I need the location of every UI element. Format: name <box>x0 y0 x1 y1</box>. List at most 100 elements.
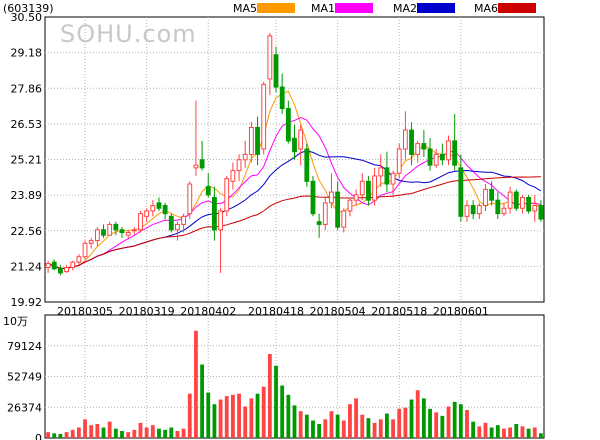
volume-bar <box>372 422 377 438</box>
candle-body-down <box>335 191 341 228</box>
volume-bar <box>514 424 519 438</box>
candle-body-down <box>304 148 310 182</box>
candle-body-down <box>452 140 458 166</box>
candle-body-up <box>267 35 273 80</box>
volume-bar <box>132 429 137 438</box>
volume-bar <box>274 365 278 438</box>
volume-tick-label: 0 <box>35 432 42 440</box>
candle-body-up <box>347 199 353 212</box>
candle-body-up <box>76 256 82 263</box>
candle-body-up <box>150 205 156 212</box>
candle-body-down <box>439 153 445 161</box>
date-tick-label: 20180518 <box>371 305 427 318</box>
volume-bar <box>286 394 291 438</box>
volume-bar <box>58 433 63 438</box>
candle-body-up <box>520 196 525 209</box>
volume-bar <box>483 422 488 438</box>
chart-frame <box>44 16 545 439</box>
candle-body-up <box>433 153 439 166</box>
candle-body-down <box>51 261 57 270</box>
candle-body-up <box>507 191 513 209</box>
volume-bar <box>126 432 131 438</box>
candle-body-up <box>476 205 482 215</box>
volume-bar <box>335 414 340 438</box>
volume-bar <box>107 421 112 438</box>
volume-bar <box>323 419 328 438</box>
volume-axis-ticks: 79124 52749 26374 0 <box>7 340 42 440</box>
date-tick-label: 20180402 <box>180 305 236 318</box>
price-tick-label: 22.56 <box>11 225 43 238</box>
volume-bar <box>181 428 186 438</box>
volume-bar <box>76 427 81 438</box>
price-axis-ticks: 30.50 29.18 27.86 26.53 25.21 23.89 22.56 21.24… <box>11 11 43 309</box>
candle-body-up <box>390 172 396 185</box>
candle-body-up <box>372 175 377 201</box>
candle-body-down <box>199 159 205 169</box>
candle-body-up <box>242 153 248 161</box>
volume-bar <box>298 411 303 438</box>
volume-bar <box>175 431 180 438</box>
volume-bar <box>120 431 124 438</box>
grid-lines <box>45 17 544 438</box>
date-tick-label: 20180319 <box>119 305 175 318</box>
volume-bar <box>95 424 100 438</box>
candle-body-up <box>218 210 223 231</box>
volume-bar <box>317 424 322 438</box>
candle-body-up <box>64 267 69 273</box>
candle-body-down <box>156 202 162 209</box>
candlesticks <box>45 33 544 276</box>
volume-bar <box>237 393 241 438</box>
candle-body-down <box>285 108 291 142</box>
legend-label-ma60: MA60 <box>474 2 505 15</box>
watermark: SOHU.com <box>60 20 197 48</box>
volume-bar <box>230 394 235 438</box>
volume-bar <box>249 398 254 438</box>
candle-body-up <box>181 215 187 225</box>
candle-body-down <box>255 126 260 155</box>
candle-body-down <box>101 229 106 236</box>
volume-bar <box>384 413 389 438</box>
candle-body-down <box>513 191 519 209</box>
volume-bar <box>354 398 359 438</box>
legend-swatch-ma10 <box>335 3 373 13</box>
volume-bar <box>397 408 402 438</box>
candle-body-up <box>138 213 143 231</box>
candle-body-up <box>70 261 76 269</box>
legend: MA5 MA10 MA20 MA60 <box>233 2 536 15</box>
volume-bar <box>304 414 309 438</box>
volume-tick-label: 26374 <box>7 401 42 414</box>
candle-body-down <box>495 199 501 215</box>
candle-body-up <box>82 242 88 258</box>
date-tick-label: 20180418 <box>248 305 304 318</box>
volume-bar <box>415 390 420 438</box>
price-tick-label: 23.89 <box>11 189 43 202</box>
candle-body-down <box>526 196 532 212</box>
volume-bar <box>138 422 143 438</box>
volume-bar <box>440 415 445 438</box>
volume-bar <box>360 414 365 438</box>
volume-bar <box>458 404 463 438</box>
candle-body-down <box>470 205 476 215</box>
ma60-line <box>47 176 541 269</box>
legend-label-ma20: MA20 <box>393 2 424 15</box>
volume-bar <box>428 408 432 438</box>
volume-bar <box>348 404 352 438</box>
ma5-line <box>47 90 542 269</box>
candle-body-down <box>57 268 63 274</box>
volume-bar <box>446 406 451 438</box>
candle-body-up <box>402 129 408 150</box>
volume-bar <box>489 427 494 438</box>
volume-tick-label: 79124 <box>7 340 42 353</box>
candle-body-up <box>329 191 334 204</box>
volume-bar <box>52 433 57 438</box>
volume-bar <box>366 418 371 438</box>
volume-bar <box>101 427 106 438</box>
volume-bar <box>218 399 223 438</box>
candle-body-up <box>464 205 470 217</box>
candle-body-up <box>353 194 359 201</box>
candle-body-up <box>396 148 402 174</box>
price-tick-label: 26.53 <box>11 118 43 131</box>
candle-body-up <box>248 126 254 155</box>
legend-label-ma10: MA10 <box>311 2 342 15</box>
candle-body-down <box>409 129 414 155</box>
